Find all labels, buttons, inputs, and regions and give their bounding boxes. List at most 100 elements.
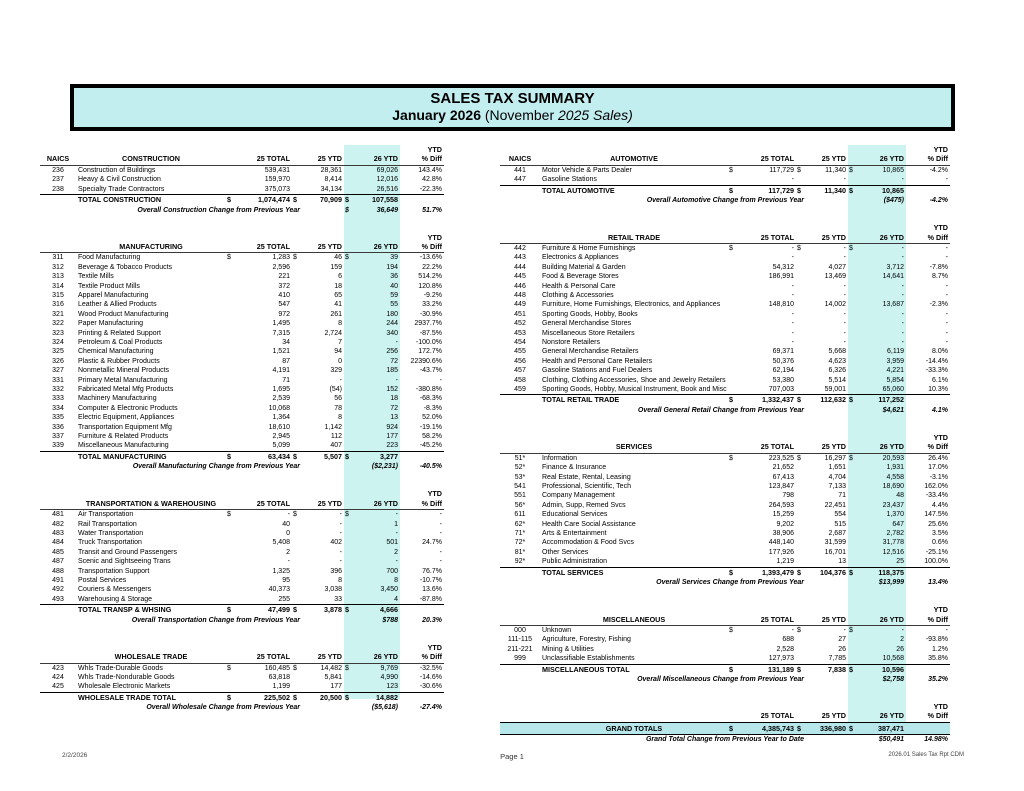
currency-symbol: $ bbox=[849, 166, 853, 174]
table-row: 425 Wholesale Electronic Markets 1,199 177 1… bbox=[40, 682, 444, 691]
value-25-total: 2,528 bbox=[776, 645, 794, 653]
pct-diff: -87.8% bbox=[419, 595, 442, 603]
table-row: 327 Nonmetallic Mineral Products 4,191 329 1… bbox=[40, 366, 444, 375]
value-25-total: 123,847 bbox=[768, 482, 794, 490]
pct-diff: - bbox=[945, 244, 948, 252]
category-label: Unclassifiable Establishments bbox=[542, 655, 635, 663]
value-25-total: - bbox=[791, 320, 794, 328]
col-header-25-total: 25 TOTAL bbox=[256, 154, 290, 164]
grand-change-value: $50,491 bbox=[878, 735, 904, 743]
value-25-total: - bbox=[287, 558, 290, 566]
value-26-ytd: 13 bbox=[390, 414, 398, 422]
value-25-ytd: 18 bbox=[334, 282, 342, 290]
value-25-total: 972 bbox=[278, 310, 290, 318]
grand-25-ytd: 336,980 bbox=[820, 723, 846, 733]
naics-code: 327 bbox=[52, 367, 64, 375]
naics-header: NAICS bbox=[46, 154, 70, 164]
ytd-pct-diff-header: YTD% Diff bbox=[906, 605, 950, 624]
total-25-ytd: 11,340 bbox=[824, 185, 846, 195]
naics-code: 485 bbox=[52, 548, 64, 556]
pct-diff: 52.0% bbox=[422, 414, 442, 422]
category-label: Gasoline Stations and Fuel Dealers bbox=[542, 367, 653, 375]
col-header-25-ytd: 25 YTD bbox=[317, 498, 342, 508]
value-25-ytd: - bbox=[843, 339, 846, 346]
value-26-ytd: 223 bbox=[386, 442, 398, 450]
pct-diff: 58.2% bbox=[422, 433, 442, 441]
value-25-ytd: 71 bbox=[838, 492, 846, 500]
naics-code: 72* bbox=[514, 539, 526, 547]
value-26-ytd: 185 bbox=[386, 367, 398, 375]
table-row: 314 Textile Product Mills 372 18 40 120.8% bbox=[40, 282, 444, 291]
section-overall-change-row: Overall Construction Change from Previou… bbox=[40, 206, 444, 216]
pct-diff: -14.6% bbox=[419, 673, 442, 681]
overall-change-pct: -40.5% bbox=[419, 463, 442, 471]
table-header-row: WHOLESALE TRADE 25 TOTAL 25 YTD 26 YTD YTD% … bbox=[40, 643, 444, 664]
grand-26-ytd: 387,471 bbox=[878, 723, 904, 733]
naics-code: 337 bbox=[52, 433, 64, 441]
pct-diff: - bbox=[439, 520, 442, 528]
category-label: Electric Equipment, Appliances bbox=[78, 414, 175, 422]
value-26-ytd: 3,450 bbox=[380, 586, 398, 594]
report-title: SALES TAX SUMMARY bbox=[430, 90, 595, 107]
table-row: 447 Gasoline Stations - - - - bbox=[500, 175, 950, 184]
naics-code: 447 bbox=[514, 176, 526, 184]
value-26-ytd: - bbox=[395, 339, 398, 346]
section-miscellaneous: MISCELLANEOUS 25 TOTAL 25 YTD 26 YTD YTD% Di… bbox=[500, 605, 950, 685]
pct-diff: 22390.6% bbox=[410, 357, 442, 365]
pct-diff: -19.1% bbox=[419, 423, 442, 431]
naics-code: 488 bbox=[52, 567, 64, 575]
naics-code: 449 bbox=[514, 301, 526, 309]
ytd-header-line: YTD bbox=[933, 145, 948, 154]
subtitle-plain: (November bbox=[484, 107, 555, 123]
pct-diff: -13.6% bbox=[419, 254, 442, 262]
currency-symbol: $ bbox=[293, 195, 297, 205]
value-26-ytd: 14,641 bbox=[882, 273, 904, 281]
value-26-ytd: 3,959 bbox=[886, 357, 904, 365]
value-26-ytd: 152 bbox=[386, 386, 398, 394]
value-26-ytd: 256 bbox=[386, 348, 398, 356]
value-25-ytd: 3,038 bbox=[324, 586, 342, 594]
col-header-25-total: 25 TOTAL bbox=[760, 614, 794, 624]
section-overall-change-row: Overall Transportation Change from Previ… bbox=[40, 616, 444, 626]
table-row: 491 Postal Services 95 8 8 -10.7% bbox=[40, 576, 444, 585]
value-26-ytd: - bbox=[901, 282, 904, 290]
category-label: Leather & Allied Products bbox=[78, 301, 157, 309]
naics-code: 52* bbox=[514, 464, 526, 472]
value-25-ytd: - bbox=[339, 548, 342, 556]
section-total-row: TOTAL CONSTRUCTION $1,074,474 $70,909 $107,… bbox=[40, 194, 444, 206]
pct-diff-header-line: % Diff bbox=[421, 154, 442, 164]
value-25-total: 2,945 bbox=[272, 433, 290, 441]
currency-symbol: $ bbox=[345, 605, 349, 615]
naics-code: 326 bbox=[52, 357, 64, 365]
overall-change-label: Overall Wholesale Change from Previous Y… bbox=[146, 704, 300, 712]
currency-symbol: $ bbox=[729, 244, 733, 252]
ytd-header-line: YTD bbox=[427, 489, 442, 499]
value-26-ytd: 123 bbox=[386, 683, 398, 691]
pct-diff: - bbox=[439, 530, 442, 537]
category-label: Apparel Manufacturing bbox=[78, 291, 149, 299]
value-26-ytd: 13,687 bbox=[882, 301, 904, 309]
highlight-band-right bbox=[848, 145, 906, 723]
col-header-25-total: 25 TOTAL bbox=[760, 711, 794, 721]
value-26-ytd: 501 bbox=[386, 539, 398, 547]
overall-change-value: ($475) bbox=[883, 197, 904, 205]
pct-diff: -33.4% bbox=[925, 492, 948, 500]
category-label: Specialty Trade Contractors bbox=[78, 185, 165, 193]
table-row: 483 Water Transportation 0 - - - bbox=[40, 529, 444, 538]
overall-change-label: Overall Construction Change from Previou… bbox=[137, 206, 300, 214]
grand-totals-row: GRAND TOTALS $4,385,743 $336,980 $387,471 bbox=[500, 721, 950, 735]
table-row: 334 Computer & Electronic Products 10,068 7… bbox=[40, 404, 444, 413]
total-25-ytd: 104,376 bbox=[820, 567, 846, 577]
category-label: Other Services bbox=[542, 548, 589, 556]
ytd-pct-diff-header: YTD% Diff bbox=[906, 433, 950, 452]
value-25-total: 707,003 bbox=[768, 386, 794, 394]
value-25-total: 40 bbox=[282, 520, 290, 528]
naics-code: 321 bbox=[52, 310, 64, 318]
col-header-25-ytd: 25 YTD bbox=[821, 614, 846, 624]
table-row: 484 Truck Transportation 5,408 402 501 24.7% bbox=[40, 538, 444, 547]
col-header-25-total: 25 TOTAL bbox=[760, 232, 794, 242]
overall-change-label: Overall General Retail Change from Previ… bbox=[637, 406, 804, 414]
category-label: Building Material & Garden bbox=[542, 263, 626, 271]
pct-diff: 172.7% bbox=[418, 348, 442, 356]
value-25-total: - bbox=[791, 244, 794, 252]
